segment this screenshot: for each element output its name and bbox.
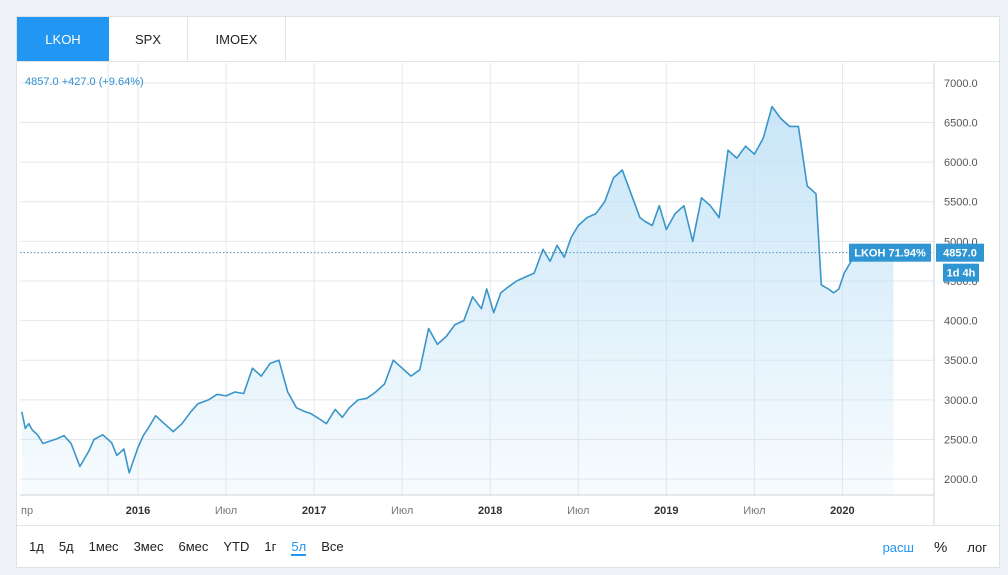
x-tick-label: 2020 <box>830 505 854 517</box>
x-tick-label: 2016 <box>126 505 150 517</box>
series-name-badge <box>849 243 931 262</box>
y-tick-label: 4000.0 <box>944 316 978 328</box>
tab-lkoh[interactable]: LKOH <box>17 17 109 61</box>
period-selector: 1д 5д 1мес 3мес 6мес YTD 1г 5л Все <box>29 526 359 569</box>
x-tick-label: Июл <box>567 505 589 517</box>
x-tick-label: 2018 <box>478 505 502 517</box>
period-all[interactable]: Все <box>321 539 344 554</box>
tabs-divider <box>17 61 999 62</box>
x-tick-label: Июл <box>215 505 237 517</box>
price-info-text: 4857.0 +427.0 (+9.64%) <box>25 76 144 88</box>
x-tick-label: 2019 <box>654 505 678 517</box>
tab-imoex[interactable]: IMOEX <box>188 17 286 61</box>
period-1m[interactable]: 1мес <box>88 539 119 554</box>
last-value-label: 4857.0 <box>943 248 977 260</box>
scale-extended[interactable]: расш <box>882 540 914 555</box>
chart-widget: LKOH SPX IMOEX 2000.0 2500.0 3000.0 3500.0 4… <box>16 16 1000 568</box>
period-5y[interactable]: 5л <box>291 539 307 556</box>
period-ytd[interactable]: YTD <box>223 539 250 554</box>
y-tick-label: 2000.0 <box>944 474 978 486</box>
scale-log[interactable]: лог <box>967 540 987 555</box>
y-tick-label: 6500.0 <box>944 117 978 129</box>
scale-selector: расш % лог <box>863 526 987 569</box>
x-tick-label: пр <box>21 505 33 517</box>
period-3m[interactable]: 3мес <box>133 539 164 554</box>
x-tick-label: Июл <box>743 505 765 517</box>
series-line-lkoh <box>21 105 894 474</box>
y-tick-label: 3000.0 <box>944 395 978 407</box>
y-tick-label: 5500.0 <box>944 197 978 209</box>
bottom-toolbar: 1д 5д 1мес 3мес 6мес YTD 1г 5л Все расш … <box>17 525 999 569</box>
tab-spx[interactable]: SPX <box>109 17 188 61</box>
y-tick-label: 3500.0 <box>944 355 978 367</box>
last-value-badge <box>936 243 984 262</box>
period-5d[interactable]: 5д <box>58 539 74 554</box>
y-tick-label: 6000.0 <box>944 157 978 169</box>
y-tick-label: 7000.0 <box>944 78 978 90</box>
price-chart[interactable]: 2000.02500.03000.03500.04000.04500.05000… <box>17 17 999 525</box>
period-1d[interactable]: 1д <box>29 539 44 554</box>
series-area-lkoh <box>21 106 894 495</box>
scale-percent[interactable]: % <box>933 539 948 556</box>
period-1y[interactable]: 1г <box>264 539 277 554</box>
y-tick-label: 2500.0 <box>944 435 978 447</box>
x-tick-label: Июл <box>391 505 413 517</box>
period-6m[interactable]: 6мес <box>178 539 209 554</box>
interval-badge <box>943 263 979 282</box>
series-name-label: LKOH 71.94% <box>854 248 926 260</box>
ticker-tabs: LKOH SPX IMOEX <box>17 17 286 61</box>
interval-label: 1d 4h <box>947 268 976 280</box>
x-tick-label: 2017 <box>302 505 326 517</box>
